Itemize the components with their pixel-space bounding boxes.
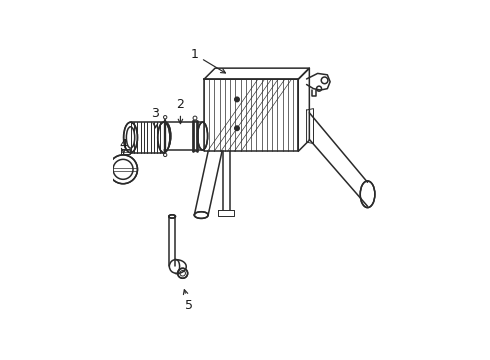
Ellipse shape [123, 122, 138, 153]
Circle shape [235, 97, 239, 102]
Ellipse shape [195, 212, 208, 219]
Text: 4: 4 [120, 138, 127, 154]
Ellipse shape [160, 122, 171, 150]
Circle shape [109, 155, 138, 184]
Ellipse shape [360, 181, 375, 208]
Text: 2: 2 [176, 98, 184, 123]
Circle shape [178, 268, 188, 278]
Circle shape [235, 126, 239, 130]
Ellipse shape [169, 215, 175, 218]
Ellipse shape [158, 122, 170, 153]
Text: 1: 1 [190, 48, 225, 73]
Text: 3: 3 [151, 107, 159, 128]
Ellipse shape [197, 122, 208, 150]
Text: 5: 5 [183, 290, 193, 312]
